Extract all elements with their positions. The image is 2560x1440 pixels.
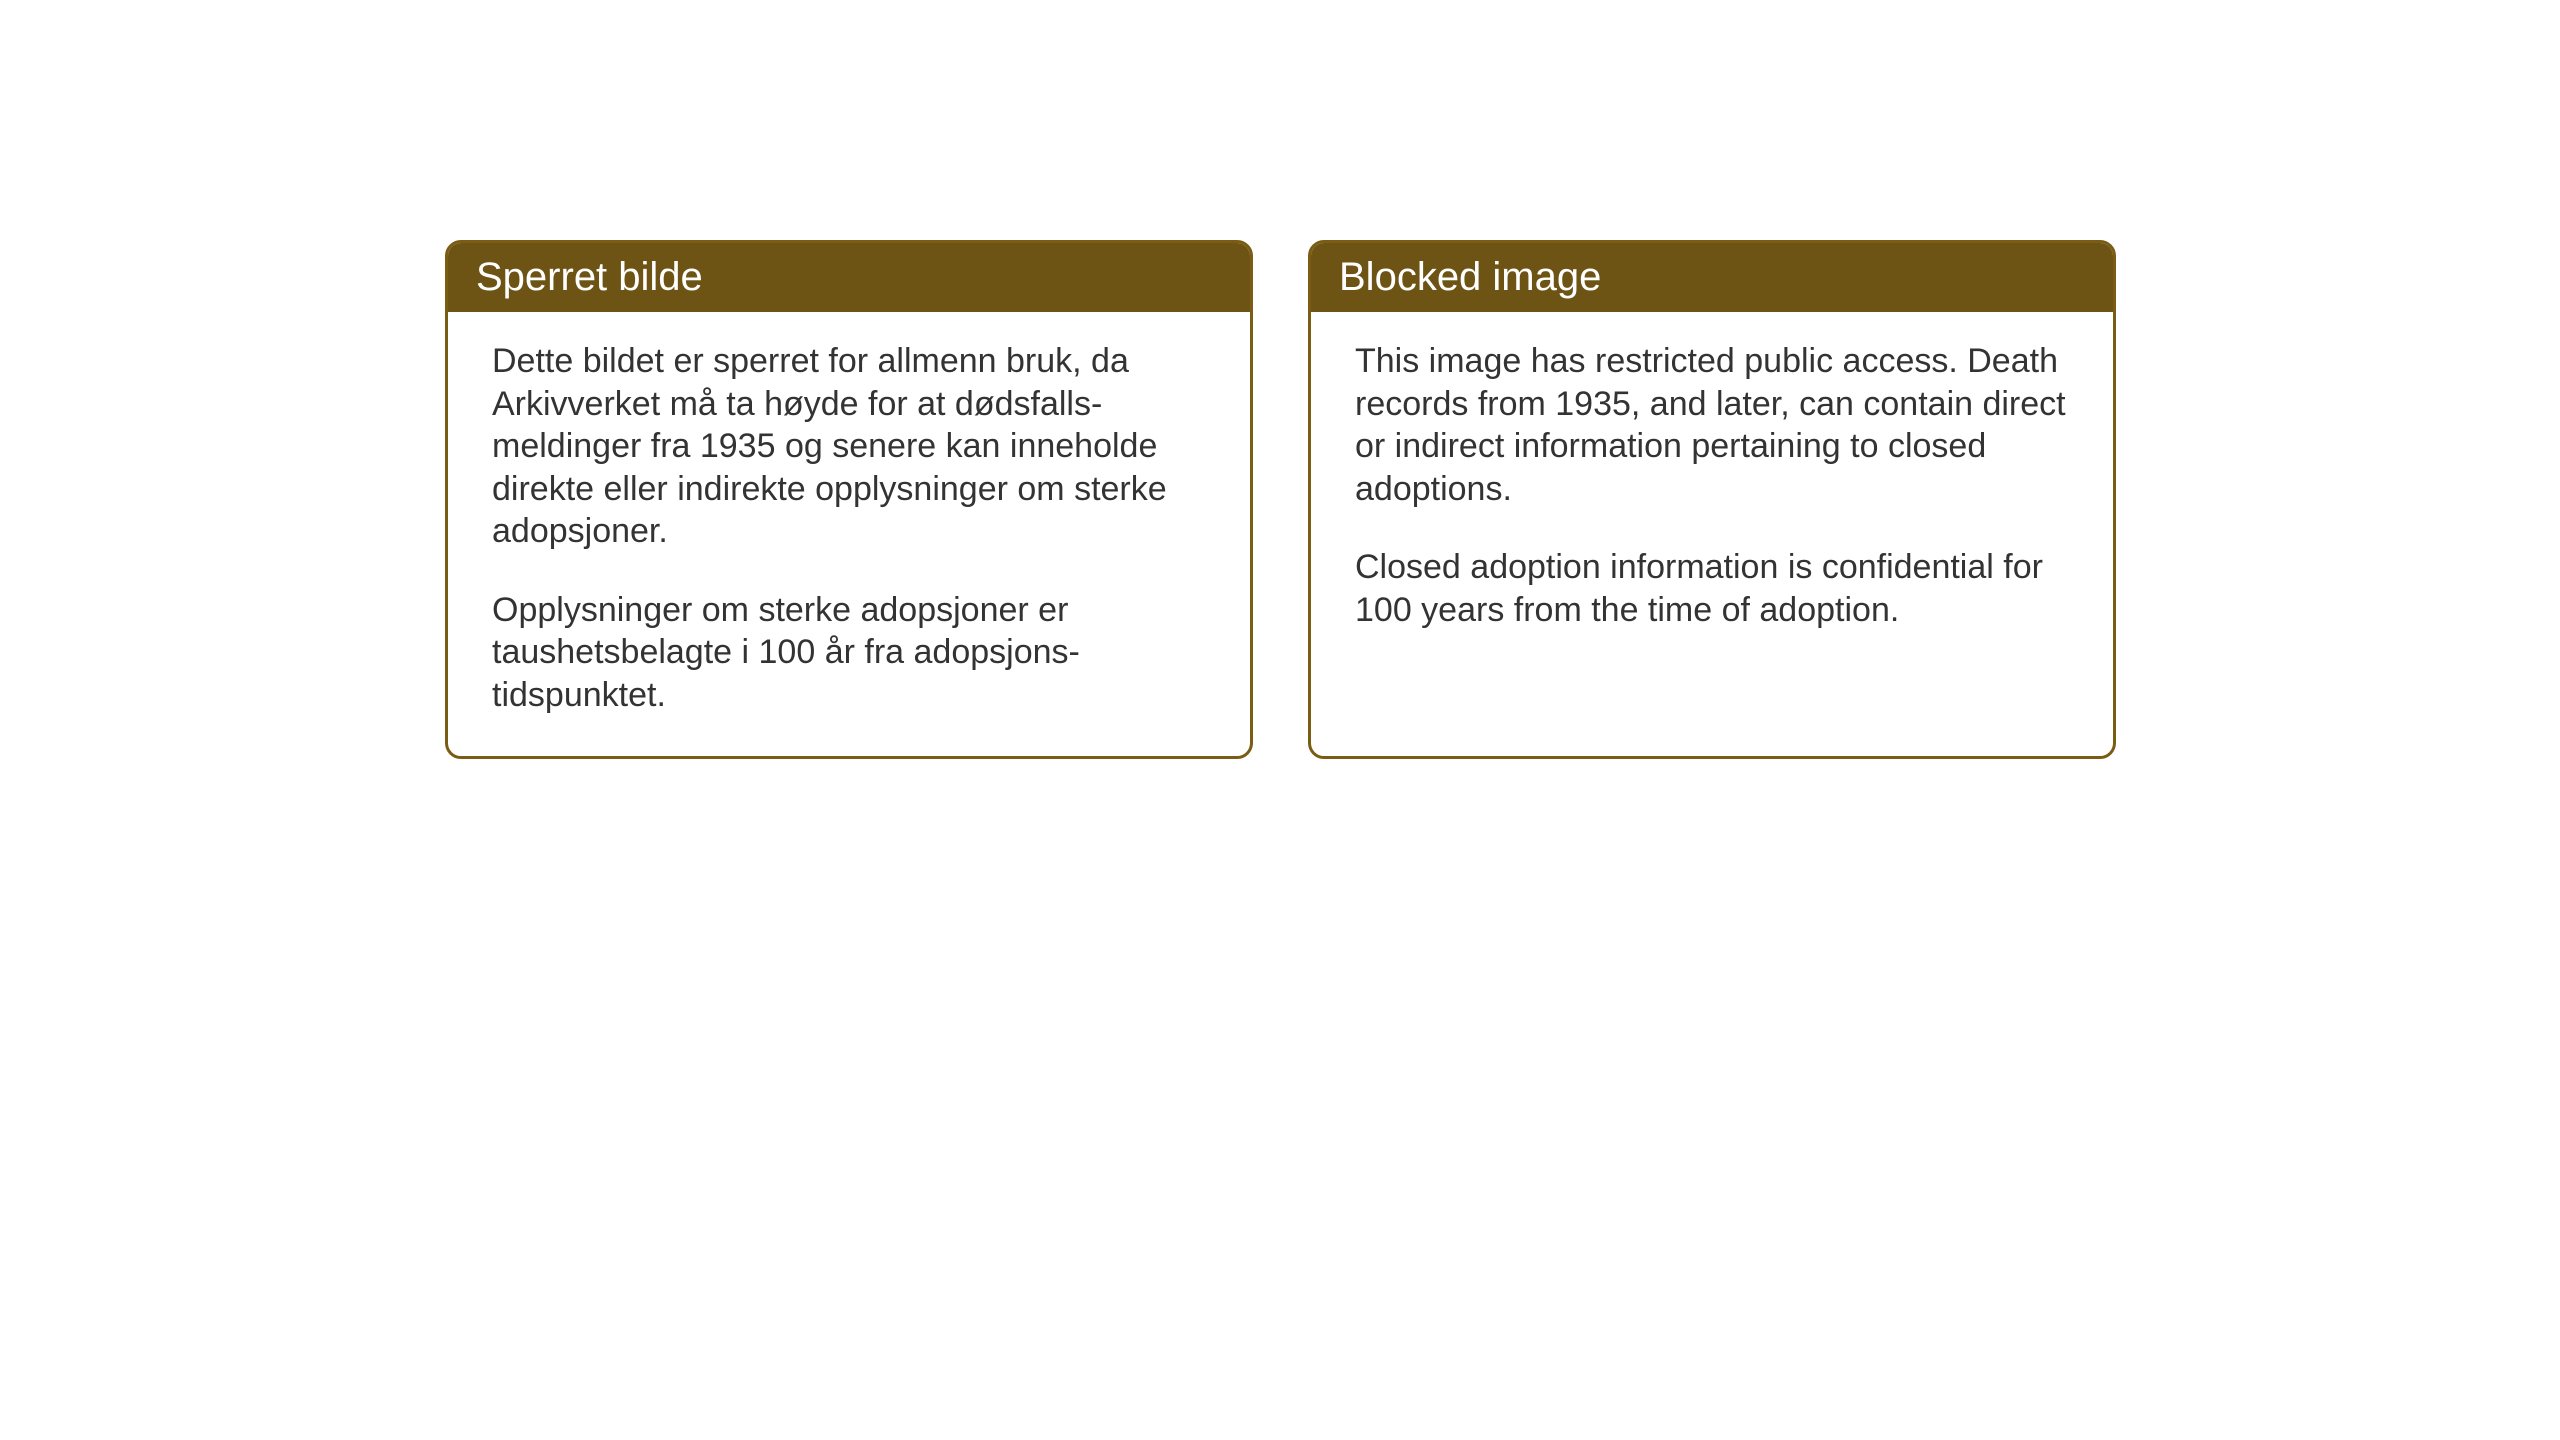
norwegian-notice-card: Sperret bilde Dette bildet er sperret fo… (445, 240, 1253, 759)
english-card-title: Blocked image (1311, 243, 2113, 312)
norwegian-card-title: Sperret bilde (448, 243, 1250, 312)
english-card-body: This image has restricted public access.… (1311, 312, 2113, 671)
english-notice-card: Blocked image This image has restricted … (1308, 240, 2116, 759)
english-paragraph-1: This image has restricted public access.… (1355, 340, 2069, 510)
english-paragraph-2: Closed adoption information is confident… (1355, 546, 2069, 631)
norwegian-card-body: Dette bildet er sperret for allmenn bruk… (448, 312, 1250, 756)
norwegian-paragraph-2: Opplysninger om sterke adopsjoner er tau… (492, 589, 1206, 717)
norwegian-paragraph-1: Dette bildet er sperret for allmenn bruk… (492, 340, 1206, 553)
notice-cards-container: Sperret bilde Dette bildet er sperret fo… (445, 240, 2560, 759)
